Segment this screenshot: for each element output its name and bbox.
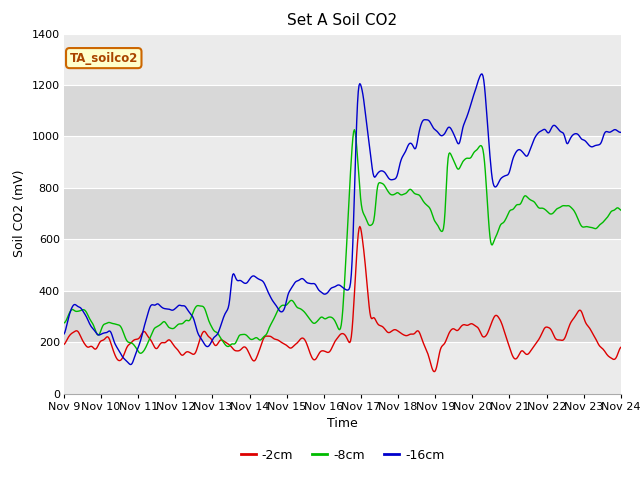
-2cm: [356, 224, 364, 229]
-16cm: [70, 302, 78, 308]
Legend: -2cm, -8cm, -16cm: -2cm, -8cm, -16cm: [236, 444, 449, 467]
Line: -8cm: -8cm: [64, 130, 621, 353]
Bar: [64, 188, 621, 240]
Bar: [64, 240, 621, 291]
-8cm: [137, 350, 145, 356]
Bar: [64, 291, 621, 342]
-8cm: [70, 307, 78, 313]
-8cm: [351, 127, 358, 132]
-8cm: [412, 191, 419, 197]
-2cm: [184, 349, 192, 355]
Bar: [64, 85, 621, 136]
-2cm: [70, 329, 78, 335]
Line: -16cm: -16cm: [64, 74, 621, 364]
-2cm: [428, 362, 435, 368]
-16cm: [617, 130, 625, 135]
-8cm: [60, 320, 68, 326]
-16cm: [411, 146, 419, 152]
-8cm: [617, 207, 625, 213]
-16cm: [127, 361, 134, 367]
Title: Set A Soil CO2: Set A Soil CO2: [287, 13, 397, 28]
Text: TA_soilco2: TA_soilco2: [70, 51, 138, 65]
-8cm: [428, 210, 436, 216]
-2cm: [214, 341, 221, 347]
-16cm: [214, 330, 222, 336]
Bar: [64, 342, 621, 394]
-16cm: [128, 360, 136, 366]
-16cm: [60, 331, 68, 337]
-2cm: [411, 330, 419, 336]
-8cm: [127, 340, 135, 346]
-2cm: [617, 345, 625, 350]
Bar: [64, 136, 621, 188]
-8cm: [185, 318, 193, 324]
-8cm: [214, 331, 222, 337]
-2cm: [127, 340, 135, 346]
-2cm: [60, 341, 68, 347]
-16cm: [428, 121, 435, 127]
Bar: [64, 34, 621, 85]
-2cm: [430, 369, 438, 374]
-16cm: [477, 71, 485, 77]
X-axis label: Time: Time: [327, 418, 358, 431]
Y-axis label: Soil CO2 (mV): Soil CO2 (mV): [13, 170, 26, 257]
Line: -2cm: -2cm: [64, 227, 621, 372]
-16cm: [185, 309, 193, 314]
